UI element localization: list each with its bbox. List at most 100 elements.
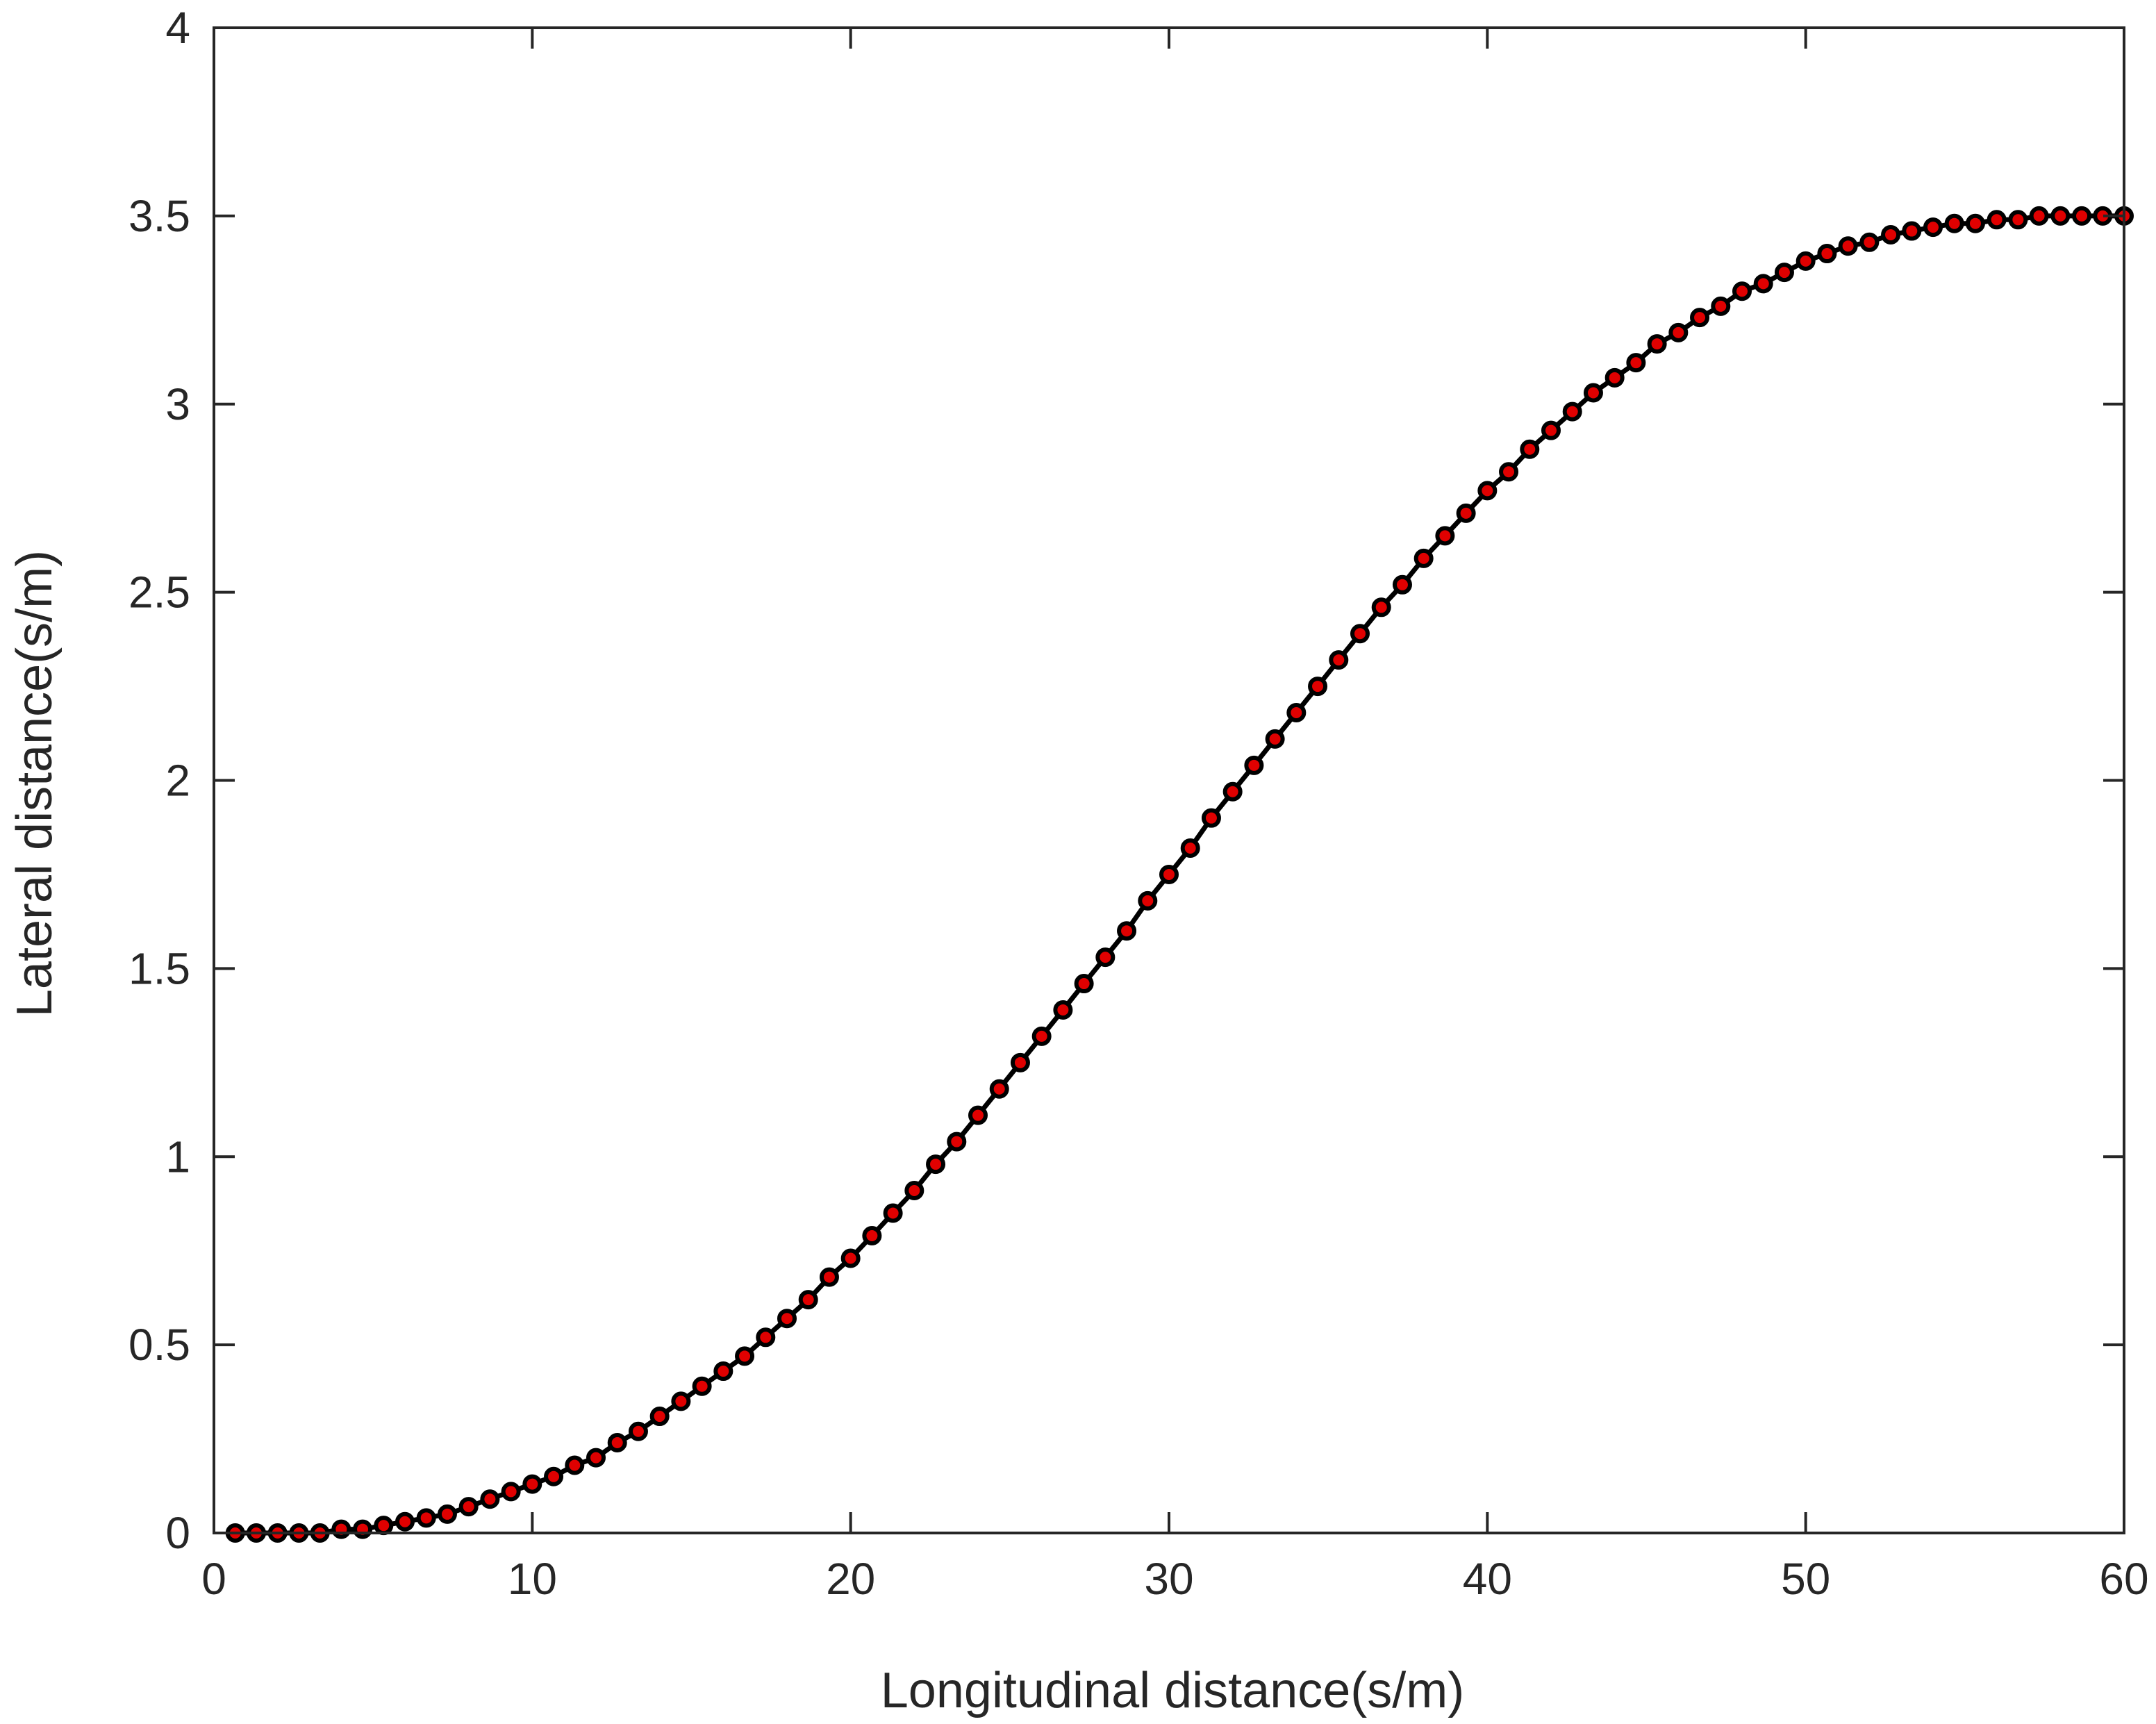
y-tick-label: 0 [165, 1508, 190, 1558]
data-point [1117, 921, 1137, 941]
data-point [1477, 481, 1498, 501]
data-point [1583, 383, 1603, 403]
data-point [1138, 890, 1158, 911]
data-point [819, 1267, 839, 1287]
data-point [713, 1361, 733, 1382]
data-point [1392, 574, 1412, 595]
axes-layer: 0 10 20 30 40 50 60 0 0.5 1 1.5 2 2.5 3 3.5 4 [128, 3, 2149, 1604]
data-point [1902, 221, 1922, 241]
y-axis-label: Lateral distance(s/m) [7, 550, 63, 1017]
data-point [1859, 232, 1880, 252]
data-point [1456, 503, 1476, 523]
data-point [458, 1497, 479, 1517]
data-point [2008, 210, 2028, 230]
data-point [1222, 781, 1243, 802]
data-point [1095, 947, 1116, 968]
data-point [2029, 206, 2049, 226]
data-point [628, 1421, 648, 1441]
data-point [1308, 677, 1328, 697]
data-point [565, 1455, 585, 1475]
data-point [1944, 213, 1964, 233]
x-tick-label: 60 [2099, 1554, 2148, 1604]
data-point [1159, 864, 1179, 884]
data-point [798, 1290, 818, 1310]
x-tick-label: 0 [201, 1554, 226, 1604]
data-point [692, 1376, 712, 1396]
data-point [1923, 217, 1943, 238]
data-point [735, 1346, 755, 1366]
x-tick-label: 30 [1144, 1554, 1193, 1604]
y-tick-label: 2 [165, 756, 190, 806]
y-tick-label: 3.5 [128, 191, 190, 241]
data-point [1541, 420, 1561, 440]
x-tick-label: 10 [508, 1554, 557, 1604]
data-point [1965, 213, 1985, 233]
data-point [1265, 729, 1285, 749]
y-tick-label: 4 [165, 3, 190, 53]
data-point [1711, 296, 1731, 316]
data-point [1244, 755, 1264, 775]
data-point [1774, 263, 1794, 283]
data-point [1499, 462, 1519, 482]
data-point [1286, 702, 1307, 722]
data-point [1753, 274, 1773, 294]
data-point [989, 1079, 1009, 1099]
data-point [1520, 439, 1540, 459]
data-point [1732, 281, 1752, 301]
x-tick-label: 20 [826, 1554, 875, 1604]
data-point [480, 1489, 500, 1509]
data-point [1817, 244, 1837, 264]
data-point [1647, 334, 1667, 354]
data-point [904, 1181, 924, 1201]
data-point [353, 1519, 373, 1539]
plot-background [214, 28, 2124, 1533]
data-point [1881, 224, 1901, 244]
series-layer [225, 206, 2134, 1543]
y-tick-label: 1 [165, 1132, 190, 1182]
data-point [1201, 808, 1221, 828]
x-tick-label: 40 [1463, 1554, 1512, 1604]
y-tick-label: 1.5 [128, 943, 190, 993]
data-point [1413, 548, 1434, 568]
data-point [1668, 322, 1689, 342]
y-tick-label: 2.5 [128, 567, 190, 618]
plot-area [214, 28, 2124, 1533]
data-point [1562, 401, 1582, 422]
data-point [968, 1105, 988, 1125]
data-point [374, 1516, 394, 1536]
data-point [1329, 650, 1349, 670]
data-point [1796, 251, 1816, 271]
data-point [2072, 206, 2092, 226]
data-point [649, 1407, 670, 1427]
data-point [607, 1432, 627, 1452]
data-point [1350, 624, 1370, 644]
data-point [671, 1391, 691, 1411]
data-point [883, 1203, 903, 1223]
data-point [416, 1508, 436, 1528]
data-point [395, 1511, 415, 1532]
data-point [756, 1327, 776, 1348]
data-point [1074, 974, 1094, 994]
data-point [1626, 353, 1646, 373]
data-point [2050, 206, 2071, 226]
y-tick-label: 0.5 [128, 1320, 190, 1370]
data-point [437, 1504, 457, 1524]
data-point [926, 1154, 946, 1175]
data-point [1180, 838, 1200, 859]
data-point [1031, 1026, 1052, 1046]
data-point [777, 1309, 797, 1329]
data-point [522, 1474, 542, 1494]
y-tick-label: 3 [165, 379, 190, 429]
data-point [1435, 526, 1455, 546]
data-point [331, 1519, 351, 1539]
data-point [840, 1248, 861, 1268]
data-point [1690, 308, 1710, 328]
data-point [1010, 1052, 1030, 1072]
data-point [1838, 236, 1858, 256]
data-point [1053, 1000, 1073, 1020]
data-point [1604, 367, 1625, 388]
data-point [947, 1132, 967, 1152]
data-point [1371, 597, 1391, 618]
